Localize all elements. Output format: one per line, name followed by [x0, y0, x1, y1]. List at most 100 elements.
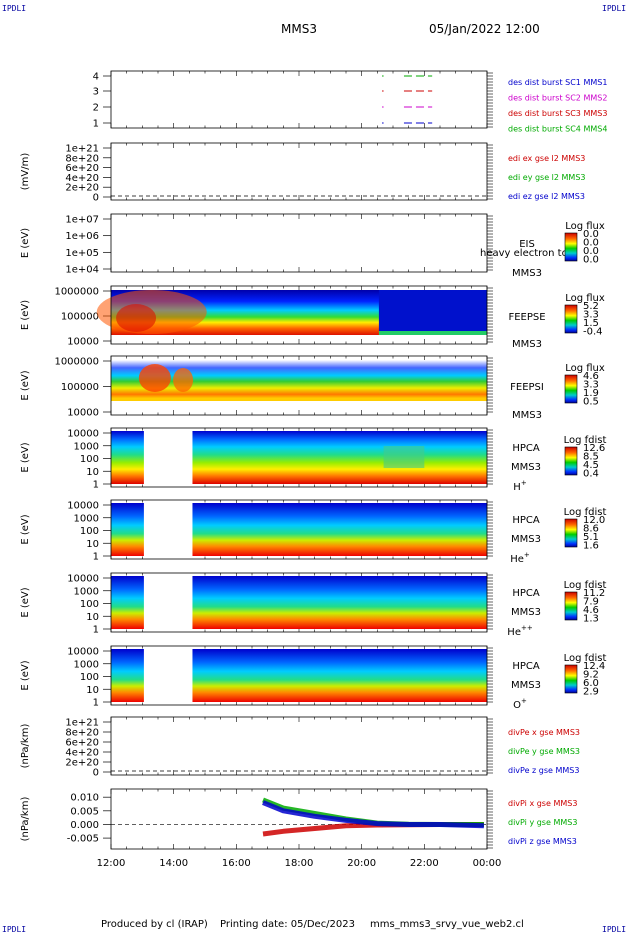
instrument-name: FEEPSI [510, 382, 544, 393]
heatmap-feepse [96, 290, 487, 335]
colorbar-tick-label: 5.1 [583, 532, 599, 543]
spacecraft-label: MMS3 [511, 534, 541, 545]
colorbar-tick-label: 1.5 [583, 318, 599, 329]
colorbar-title: Log fdist [564, 580, 607, 591]
panel-frame [110, 788, 488, 850]
colorbar-tick-label: 1.9 [583, 388, 599, 399]
colorbar-tick-label: 4.5 [583, 460, 599, 471]
y-tick-label: 1e+05 [65, 248, 99, 259]
y-axis-label: (mV/m) [20, 153, 31, 191]
colorbar-title: Log fdist [564, 507, 607, 518]
y-tick-label: 10000 [67, 501, 99, 512]
heatmap-feepsi [111, 360, 487, 401]
x-tick-label: 20:00 [347, 858, 376, 869]
legend-entry: divPi x gse MMS3 [508, 799, 577, 808]
instrument-name: FEEPSE [508, 312, 545, 323]
colorbar-tick-label: 5.2 [583, 301, 599, 312]
corner-label-bottom-right: IPDLI [602, 925, 627, 934]
y-tick-label: -0.005 [67, 834, 99, 845]
heatmap-blob [116, 304, 157, 332]
y-tick-label: 4 [93, 72, 99, 83]
y-tick-label: 1000 [74, 513, 99, 524]
species-charge: + [524, 551, 530, 559]
y-tick-label: 100000 [61, 382, 99, 393]
y-tick-label: 10000 [67, 429, 99, 440]
colorbar-title: Log flux [565, 293, 605, 304]
y-tick-label: 100 [80, 454, 99, 465]
y-axis-label: E (eV) [20, 228, 31, 258]
spacecraft-label: MMS3 [511, 680, 541, 691]
y-tick-label: 6e+20 [65, 738, 99, 749]
y-tick-label: 10000 [67, 337, 99, 348]
heatmap-hpca_o [111, 646, 487, 705]
legend-entry: des dist burst SC3 MMS3 [508, 109, 607, 118]
y-axis-label: E (eV) [20, 442, 31, 472]
corner-label-top-right: IPDLI [602, 4, 627, 13]
legend-entry: divPe z gse MMS3 [508, 766, 579, 775]
x-tick-label: 00:00 [473, 858, 502, 869]
y-tick-label: 10 [86, 467, 99, 478]
y-axis-label: E (eV) [20, 660, 31, 690]
y-tick-label: 10000 [67, 408, 99, 419]
colorbar [564, 232, 578, 262]
corner-label-top-left: IPDLI [2, 4, 27, 13]
colorbar-tick-label: 12.0 [583, 515, 605, 526]
y-tick-label: 0.000 [70, 820, 99, 831]
y-tick-label: 1000 [74, 659, 99, 670]
y-tick-label: 4e+20 [65, 173, 99, 184]
footer-script: mms_mms3_srvy_vue_web2.cl [370, 919, 524, 930]
colorbar-tick-label: 0.5 [583, 397, 599, 408]
heatmap-patch [383, 446, 425, 468]
y-tick-label: 8e+20 [65, 728, 99, 739]
data-gap [143, 646, 193, 705]
y-tick-label: 1000 [74, 586, 99, 597]
y-tick-label: 100000 [61, 312, 99, 323]
panel-frame [110, 499, 488, 560]
spacecraft-label: MMS3 [512, 410, 542, 421]
corner-label-bottom-left: IPDLI [2, 925, 27, 934]
heatmap-hpca_he [111, 500, 487, 559]
heatmap-band [111, 398, 487, 401]
y-tick-label: 2 [93, 103, 99, 114]
timestamp: 05/Jan/2022 12:00 [429, 22, 540, 36]
legend-entry: edi ey gse l2 MMS3 [508, 173, 586, 182]
x-tick-label: 18:00 [285, 858, 314, 869]
data-gap [143, 573, 193, 632]
y-tick-label: 1 [93, 625, 99, 636]
y-tick-label: 0.005 [70, 806, 99, 817]
y-tick-label: 1 [93, 698, 99, 709]
y-axis-label: (nPa/km) [20, 724, 31, 769]
y-tick-label: 1000000 [54, 287, 99, 298]
heatmap-hpca_hepp [111, 573, 487, 632]
y-tick-label: 4e+20 [65, 748, 99, 759]
spacecraft-label: MMS3 [512, 268, 542, 279]
colorbar-title: Log fdist [564, 653, 607, 664]
heatmap-late-band [378, 331, 487, 335]
panel-frame [110, 716, 488, 776]
y-tick-label: 2e+20 [65, 183, 99, 194]
divpi-series [262, 800, 484, 829]
colorbar-tick-label: 8.5 [583, 452, 599, 463]
data-gap [143, 428, 193, 487]
x-tick-label: 12:00 [97, 858, 126, 869]
y-tick-label: 2e+20 [65, 758, 99, 769]
colorbar-title: Log flux [565, 363, 605, 374]
instrument-name: HPCA [512, 515, 540, 526]
y-axis-label: E (eV) [20, 300, 31, 330]
colorbar-tick-label: 9.2 [583, 670, 599, 681]
colorbar-tick-label: 2.9 [583, 687, 599, 698]
panel-frame [110, 645, 488, 706]
colorbar-tick-label: 12.4 [583, 661, 605, 672]
panel-frame [110, 572, 488, 633]
species-label: He++ [507, 624, 533, 638]
spacecraft-label: MMS3 [511, 462, 541, 473]
overlay-text: heavy electron to [480, 248, 568, 259]
colorbar-tick-label: 0.0 [583, 255, 599, 266]
y-tick-label: 1 [93, 119, 99, 130]
legend-entry: des dist burst SC1 MMS1 [508, 78, 607, 87]
panel-frame [110, 355, 488, 416]
heatmap-blob [138, 364, 171, 392]
y-tick-label: 1e+21 [65, 144, 99, 155]
y-tick-label: 10000 [67, 574, 99, 585]
instrument-name: HPCA [512, 443, 540, 454]
